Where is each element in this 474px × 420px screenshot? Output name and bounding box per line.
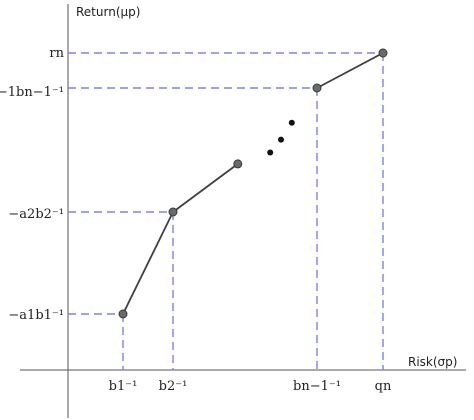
y-tick-a1-b1-inverse: −a1b1⁻¹	[8, 308, 64, 323]
x-tick-qn: qn	[375, 379, 392, 394]
y-tick-labels: −a1b1⁻¹ −a2b2⁻¹ −an−1bn−1⁻¹ rn	[0, 46, 65, 323]
guide-lines	[68, 52, 384, 370]
y-tick-a2-b2-inverse: −a2b2⁻¹	[8, 207, 64, 222]
frontier-segment	[172, 163, 239, 213]
continuation-dots	[267, 119, 295, 156]
x-tick-labels: b1⁻¹ b2⁻¹ bn−1⁻¹ qn	[109, 379, 392, 394]
frontier-segments	[122, 52, 384, 315]
frontier-point	[168, 207, 178, 217]
continuation-dot	[288, 119, 295, 126]
frontier-segment	[122, 211, 174, 315]
y-tick-rn: rn	[49, 46, 64, 61]
continuation-dot	[278, 136, 284, 143]
frontier-point	[233, 159, 243, 169]
y-tick-an-minus-one-bn-minus-one-inverse: −an−1bn−1⁻¹	[0, 85, 64, 100]
frontier-point	[378, 48, 388, 58]
frontier-points	[118, 48, 388, 319]
x-tick-bn-minus-one-inverse: bn−1⁻¹	[293, 379, 341, 394]
x-tick-b2-inverse: b2⁻¹	[159, 379, 188, 394]
frontier-point	[118, 309, 128, 319]
y-axis-label: Return(μp)	[76, 5, 140, 19]
frontier-point	[312, 83, 322, 93]
frontier-segment	[316, 52, 384, 89]
continuation-dot	[267, 149, 274, 156]
x-tick-b1-inverse: b1⁻¹	[109, 379, 138, 394]
x-axis-label: Risk(σp)	[408, 355, 457, 369]
